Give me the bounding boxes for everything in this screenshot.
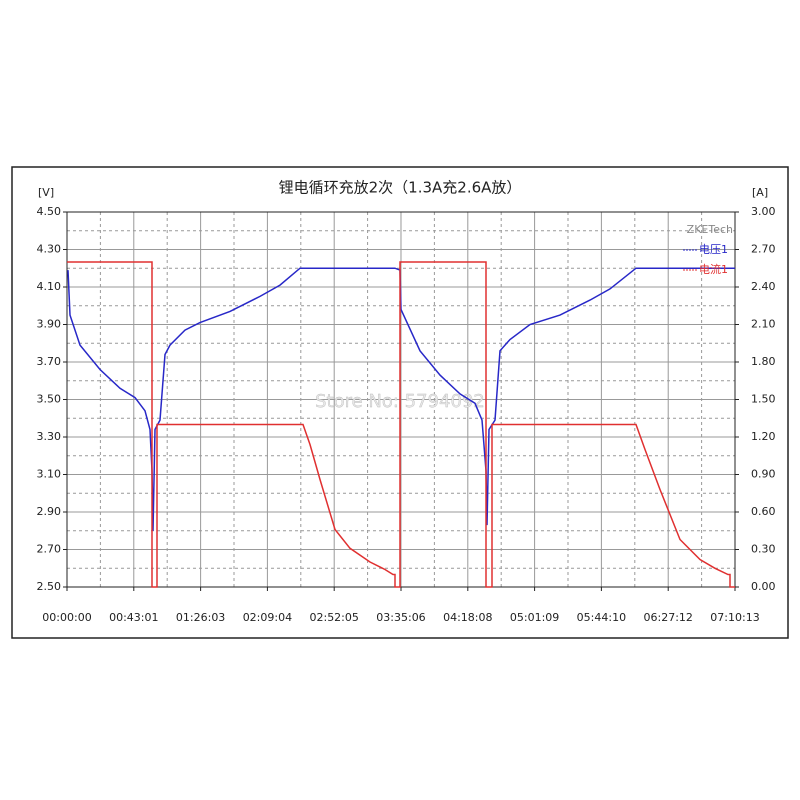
y2-tick-label: 2.70 [751, 243, 776, 256]
series-line [67, 267, 735, 531]
y2-tick-label: 0.00 [751, 580, 776, 593]
x-tick-label: 05:44:10 [577, 611, 626, 624]
y-tick-label: 4.10 [37, 280, 62, 293]
y-tick-label: 4.30 [37, 243, 62, 256]
y2-tick-label: 0.30 [751, 543, 776, 556]
y-tick-label: 2.90 [37, 505, 62, 518]
y2-tick-label: 0.60 [751, 505, 776, 518]
y-tick-label: 3.70 [37, 355, 62, 368]
x-tick-label: 04:18:08 [443, 611, 492, 624]
y2-tick-label: 1.80 [751, 355, 776, 368]
x-tick-label: 07:10:13 [710, 611, 759, 624]
chart-title: 锂电循环充放2次（1.3A充2.6A放） [279, 179, 522, 197]
y2-tick-label: 1.20 [751, 430, 776, 443]
x-tick-label: 03:35:06 [376, 611, 425, 624]
y2-axis-label: [A] [752, 186, 768, 199]
y-tick-label: 3.50 [37, 393, 62, 406]
y2-tick-label: 0.90 [751, 468, 776, 481]
y-tick-label: 4.50 [37, 205, 62, 218]
x-tick-label: 06:27:12 [644, 611, 693, 624]
x-tick-label: 00:00:00 [42, 611, 91, 624]
y-tick-label: 3.30 [37, 430, 62, 443]
x-tick-label: 00:43:01 [109, 611, 158, 624]
y-tick-label: 3.10 [37, 468, 62, 481]
x-tick-label: 05:01:09 [510, 611, 559, 624]
y2-tick-label: 3.00 [751, 205, 776, 218]
y-tick-label: 2.70 [37, 543, 62, 556]
x-tick-label: 02:52:05 [309, 611, 358, 624]
y2-tick-label: 2.10 [751, 318, 776, 331]
y-axis-label: [V] [38, 186, 54, 199]
y-tick-label: 2.50 [37, 580, 62, 593]
y-tick-label: 3.90 [37, 318, 62, 331]
plot-border [66, 211, 736, 588]
legend-label: 电压1 [699, 243, 728, 256]
y2-tick-label: 1.50 [751, 393, 776, 406]
series-line [67, 261, 735, 588]
y2-tick-label: 2.40 [751, 280, 776, 293]
legend-label: 电流1 [699, 262, 728, 276]
x-tick-label: 02:09:04 [243, 611, 292, 624]
x-tick-label: 01:26:03 [176, 611, 225, 624]
legend-title: ZKETech [687, 223, 733, 236]
